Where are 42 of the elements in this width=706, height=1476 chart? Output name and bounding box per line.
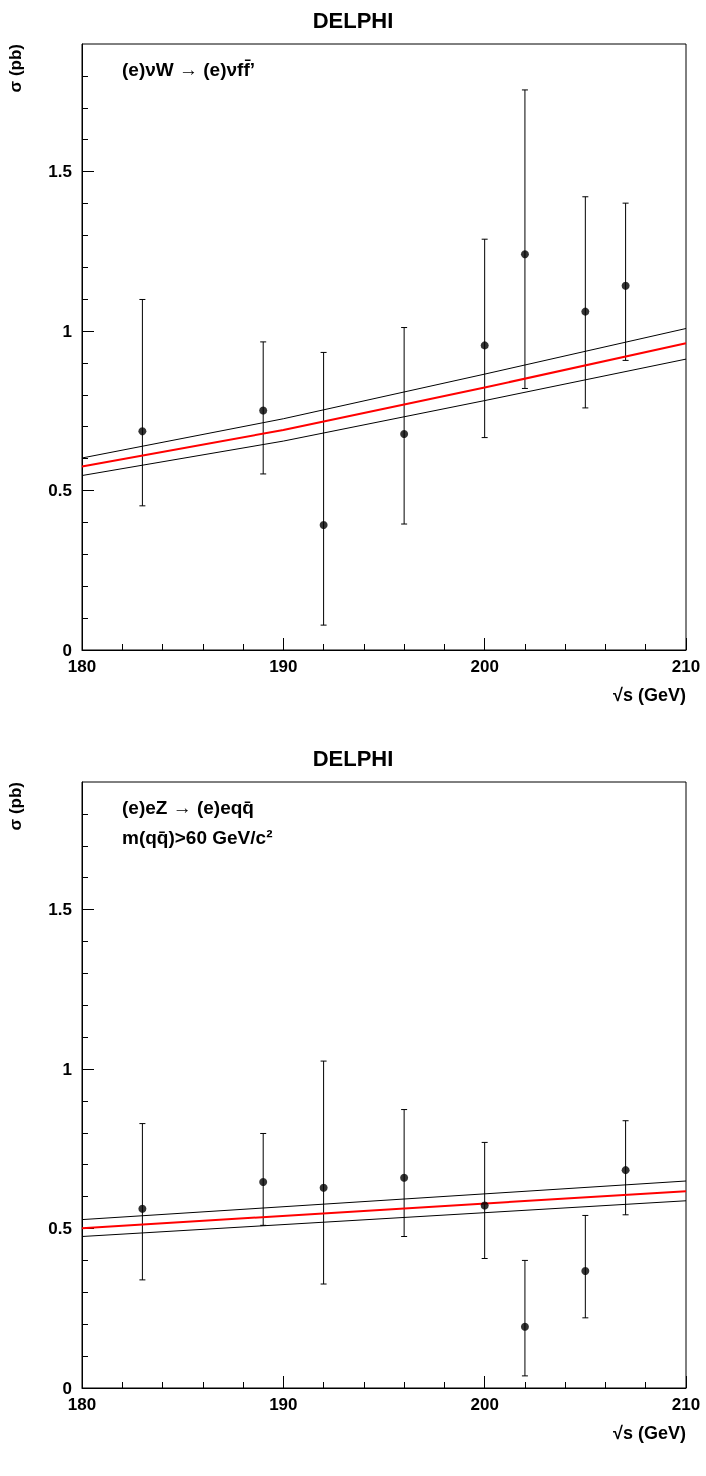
chart-title: DELPHI — [312, 745, 394, 771]
point — [400, 1173, 409, 1182]
point — [400, 430, 409, 439]
point — [581, 1266, 590, 1275]
y-axis-title: σ (pb) — [6, 782, 25, 831]
x-tick-label: 180 — [67, 1395, 97, 1414]
point — [520, 1322, 529, 1331]
x-tick-label: 200 — [470, 1395, 499, 1414]
point — [138, 427, 147, 436]
y-tick-label: 1 — [62, 1059, 72, 1079]
annotation: (e)eZ → (e)eqq̄ — [122, 797, 254, 818]
y-tick-label: 0 — [62, 640, 72, 660]
x-tick-label: 190 — [269, 1395, 298, 1414]
annotation: (e)νW → (e)νff̄’ — [122, 59, 255, 80]
y-tick-label: 0.5 — [48, 481, 72, 501]
chart-title: DELPHI — [312, 7, 394, 33]
x-tick-label: 210 — [671, 657, 701, 676]
x-tick-label: 190 — [269, 657, 298, 676]
point — [621, 281, 630, 290]
point — [259, 1177, 268, 1186]
point — [480, 341, 489, 350]
x-tick-label: 210 — [671, 1395, 701, 1414]
y-tick-label: 1.5 — [48, 900, 72, 920]
x-axis-title: √s (GeV) — [613, 685, 686, 705]
x-axis-title: √s (GeV) — [613, 1423, 686, 1443]
point — [319, 1183, 328, 1192]
y-tick-label: 0.5 — [48, 1219, 72, 1239]
y-tick-label: 1.5 — [48, 162, 72, 182]
x-tick-label: 180 — [67, 657, 97, 676]
point — [138, 1204, 147, 1213]
point — [319, 520, 328, 529]
point — [259, 406, 268, 415]
line-series — [81, 342, 687, 468]
point — [581, 307, 590, 316]
y-axis-title: σ (pb) — [6, 44, 25, 93]
point — [520, 250, 529, 259]
x-tick-label: 200 — [470, 657, 499, 676]
y-tick-label: 1 — [62, 321, 72, 341]
annotation: m(qq̄)>60 GeV/c² — [122, 827, 273, 848]
point — [480, 1201, 489, 1210]
point — [621, 1166, 630, 1175]
y-tick-label: 0 — [62, 1378, 72, 1398]
